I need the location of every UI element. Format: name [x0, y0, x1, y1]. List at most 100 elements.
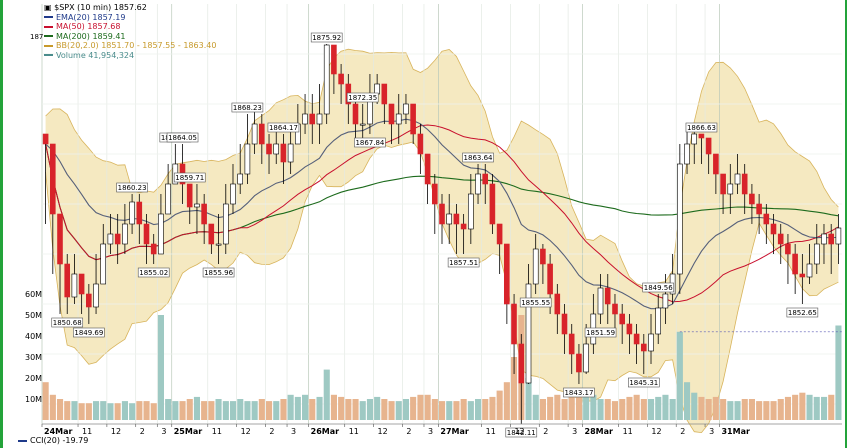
candle-body — [388, 103, 395, 125]
price-annotations: 1850.681849.691860.231855.021871.871864.… — [51, 32, 819, 438]
volume-bar — [258, 399, 265, 420]
legend-item-value: 1859.41 — [92, 31, 126, 41]
candle-body — [158, 213, 164, 255]
annotation-box — [310, 32, 343, 43]
candle-body — [568, 333, 575, 355]
candle-body — [280, 143, 287, 163]
annotation-label: 1863.64 — [464, 154, 493, 162]
legend-item-value: 1851.70 - 1857.55 - 1863.40 — [101, 41, 217, 51]
x-tick-label: 26Mar — [311, 427, 339, 436]
annotation-box — [231, 102, 264, 113]
candle-body — [799, 273, 806, 278]
volume-bar — [280, 399, 287, 420]
candle-body — [749, 193, 755, 205]
annotation-box — [563, 387, 595, 398]
volume-bar — [237, 399, 244, 420]
annotation-box — [173, 172, 206, 183]
volume-bar — [813, 396, 820, 420]
volume-bar — [42, 382, 49, 420]
candle-body — [194, 203, 200, 208]
candle-body — [403, 103, 409, 115]
legend-item: MA(200) 1859.41 — [44, 32, 216, 42]
volume-bar — [748, 399, 755, 420]
candle-body — [525, 283, 532, 384]
candle-body — [57, 213, 63, 265]
volume-bar — [525, 378, 532, 420]
candle-body — [323, 44, 330, 115]
volume-bar — [784, 396, 791, 420]
volume-bar — [835, 325, 842, 420]
x-tick-label: 12 — [651, 427, 661, 436]
candle-body — [705, 137, 712, 155]
volume-bar — [431, 399, 438, 420]
annotation-label: 1852.65 — [788, 309, 817, 317]
x-tick-label: 11 — [212, 427, 222, 436]
annotation-box — [116, 182, 148, 193]
x-tick-label: 28Mar — [585, 427, 613, 436]
volume-bar — [676, 331, 683, 420]
annotation-label: 1867.84 — [355, 139, 384, 147]
volume-bar — [597, 399, 604, 420]
candle-body — [42, 133, 49, 145]
candle-body — [489, 183, 496, 225]
candle-body — [554, 293, 561, 315]
annotation-label: 1875.92 — [312, 34, 341, 42]
x-tick-label: 2 — [543, 427, 548, 436]
volume-tick-label: 30M — [25, 353, 42, 362]
candle-body — [49, 143, 56, 215]
volume-bar — [756, 401, 763, 420]
candle-body — [467, 193, 474, 230]
candle-body — [612, 303, 618, 315]
volume-bar — [554, 394, 561, 420]
legend-symbol: $SPX — [54, 3, 75, 12]
volume-bar — [727, 401, 734, 420]
candle-body — [684, 143, 690, 165]
annotation-box — [137, 267, 170, 278]
volume-bar — [417, 394, 424, 420]
annotation-label: 1843.17 — [564, 389, 593, 397]
volume-bar — [165, 399, 172, 420]
candle-body — [460, 223, 467, 230]
candle-body — [186, 183, 193, 208]
volume-bar — [590, 394, 597, 420]
volume-bar — [366, 399, 373, 420]
volume-bar — [648, 399, 655, 420]
candle-body — [540, 248, 546, 265]
x-tick-label: 25Mar — [174, 427, 202, 436]
candle-body — [114, 233, 121, 245]
x-tick-label: 3 — [428, 427, 433, 436]
candle-body — [338, 73, 344, 85]
candle-body — [785, 243, 791, 255]
volume-bar — [57, 399, 64, 420]
candle-body — [727, 183, 734, 195]
volume-bar — [388, 401, 395, 420]
x-tick-label: 27Mar — [440, 427, 468, 436]
candle-body — [287, 143, 294, 163]
candle-body — [410, 103, 416, 135]
volume-bar — [604, 399, 611, 420]
legend-interval: 10 min — [80, 3, 109, 12]
candle-body — [237, 173, 243, 185]
annotation-label: 1851.59 — [586, 329, 615, 337]
legend-marker-icon: ▣ — [44, 3, 52, 12]
volume-bar — [374, 396, 381, 420]
legend-series: EMA(20) 1857.19 MA(50) 1857.68 MA(200) 185… — [44, 13, 216, 61]
x-tick-label: 2 — [140, 427, 145, 436]
annotation-label: 1855.96 — [204, 269, 233, 277]
volume-bar — [100, 401, 107, 420]
legend-swatch — [44, 16, 53, 19]
annotation-box — [267, 122, 300, 133]
volume-bar — [230, 401, 237, 420]
ma50-line — [45, 124, 839, 303]
volume-bar — [547, 396, 554, 420]
legend-item: Volume 41,954,324 — [44, 51, 216, 61]
volume-bar — [539, 399, 546, 420]
candle-body — [331, 44, 337, 75]
candle-body — [93, 283, 99, 308]
candle-body — [734, 173, 741, 185]
volume-bar — [381, 399, 388, 420]
volume-bar — [439, 401, 446, 420]
volume-bar — [734, 401, 741, 420]
volume-bar — [489, 396, 496, 420]
